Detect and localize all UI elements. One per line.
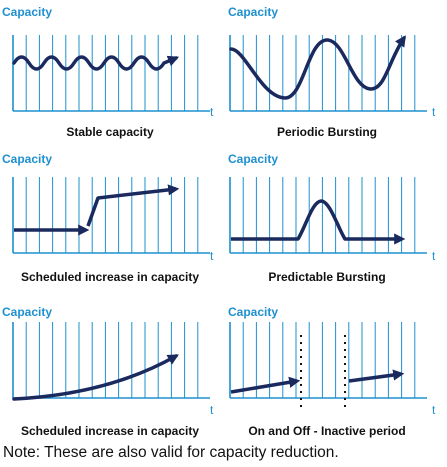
t-axis-label: t — [210, 249, 214, 263]
y-axis-label: Capacity — [2, 152, 52, 166]
panel-caption: Scheduled increase in capacity — [21, 424, 199, 438]
panel-scheduled-increase-step: Capacity t Scheduled increase in capacit… — [2, 152, 214, 284]
panel-grid — [12, 177, 210, 254]
panel-scheduled-increase-gradual: Capacity t Scheduled increase in capacit… — [2, 305, 214, 438]
panel-caption: Stable capacity — [66, 125, 154, 139]
panel-caption: Periodic Bursting — [277, 125, 377, 139]
footnote: Note: These are also valid for capacity … — [3, 444, 339, 461]
capacity-curve — [12, 354, 179, 401]
capacity-curve-before — [230, 376, 301, 394]
panel-caption: Predictable Bursting — [268, 270, 385, 284]
panel-periodic-bursting: Capacity t Periodic Bursting — [228, 5, 436, 139]
y-axis-label: Capacity — [228, 305, 278, 319]
panel-caption: Scheduled increase in capacity — [21, 270, 199, 284]
t-axis-label: t — [432, 403, 436, 417]
panel-predictable-bursting: Capacity t Predictable Bursting — [228, 152, 436, 284]
t-axis-label: t — [210, 105, 214, 119]
capacity-curve — [12, 55, 180, 71]
y-axis-label: Capacity — [228, 152, 278, 166]
panel-on-and-off: Capacity t On and Off - Inactive period — [228, 305, 436, 438]
panel-grid — [229, 177, 427, 254]
y-axis-label: Capacity — [2, 5, 52, 19]
capacity-curve — [229, 35, 406, 100]
panel-grid — [229, 35, 427, 112]
t-axis-label: t — [432, 105, 436, 119]
capacity-curve-after — [348, 369, 405, 383]
panel-grid — [12, 35, 210, 112]
panel-grid — [12, 322, 210, 399]
capacity-curve-step — [86, 184, 180, 227]
panel-grid — [229, 322, 427, 399]
capacity-curve — [231, 199, 406, 245]
t-axis-label: t — [210, 403, 214, 417]
panel-stable-capacity: Capacity t Stable capacity — [2, 5, 214, 139]
t-axis-label: t — [432, 249, 436, 263]
panel-caption: On and Off - Inactive period — [248, 424, 405, 438]
y-axis-label: Capacity — [228, 5, 278, 19]
y-axis-label: Capacity — [2, 305, 52, 319]
